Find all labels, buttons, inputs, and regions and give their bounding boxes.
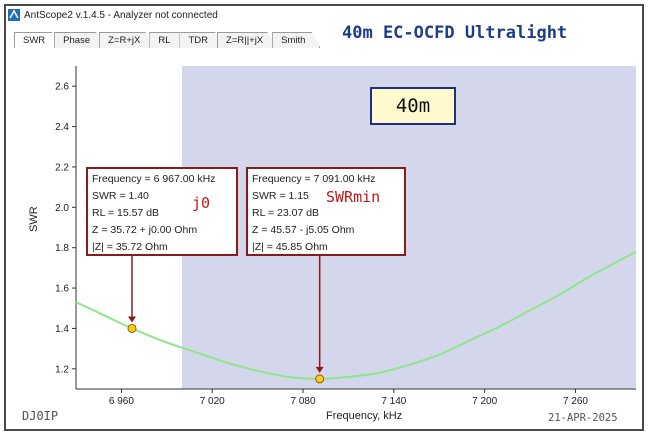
marker1-frequency: Frequency = 6 967.00 kHz [92,173,216,185]
x-tick-label: 7 140 [381,396,406,407]
marker2-frequency: Frequency = 7 091.00 kHz [252,173,376,185]
window-title: AntScope2 v.1.4.5 - Analyzer not connect… [24,9,218,21]
band-label-box: 40m [370,87,456,125]
callsign-label: DJ0IP [22,409,59,423]
marker-point [127,323,137,333]
marker1-info-box: Frequency = 6 967.00 kHz SWR = 1.40 RL =… [86,167,238,256]
date-label: 21-APR-2025 [548,412,618,424]
marker2-swr: SWR = 1.15 [252,190,309,202]
marker-arrow-head [128,316,136,323]
marker-point [315,374,325,384]
x-axis-title: Frequency, kHz [326,410,403,422]
y-tick-label: 2.4 [55,122,69,133]
y-tick-label: 2.2 [55,162,69,173]
marker1-swr: SWR = 1.40 [92,190,149,202]
marker1-impedance-magnitude: |Z| = 35.72 Ohm [92,241,168,253]
y-tick-label: 1.2 [55,364,69,375]
marker1-tag: j0 [192,194,211,212]
chart-tabs: SWR Phase Z=R+jX RL TDR Z=R||+jX Smith [14,32,321,48]
marker1-rl: RL = 15.57 dB [92,207,160,219]
marker1-impedance: Z = 35.72 + j0.00 Ohm [92,224,198,236]
antscope-app-icon [8,9,20,21]
y-tick-label: 1.4 [55,324,69,335]
marker2-tag: SWRmin [326,188,381,206]
x-tick-label: 7 080 [291,396,316,407]
chart-headline: 40m EC-OCFD Ultralight [342,23,568,43]
y-tick-label: 2.0 [55,203,69,214]
swr-curve [75,250,637,380]
y-tick-label: 2.6 [55,82,69,93]
x-tick-label: 7 200 [472,396,497,407]
marker2-rl: RL = 23.07 dB [252,207,320,219]
marker-arrow-head [315,366,324,373]
x-tick-label: 7 020 [200,396,225,407]
marker2-info-box: Frequency = 7 091.00 kHz SWR = 1.15 RL =… [246,167,406,256]
marker2-impedance-magnitude: |Z| = 45.85 Ohm [252,241,328,253]
y-axis-title: SWR [28,206,40,232]
x-tick-label: 7 260 [563,396,588,407]
marker2-impedance: Z = 45.57 - j5.05 Ohm [252,224,355,236]
x-tick-label: 6 960 [109,396,134,407]
window-titlebar: AntScope2 v.1.4.5 - Analyzer not connect… [5,6,635,24]
y-tick-label: 1.6 [55,284,69,295]
y-tick-label: 1.8 [55,243,69,254]
